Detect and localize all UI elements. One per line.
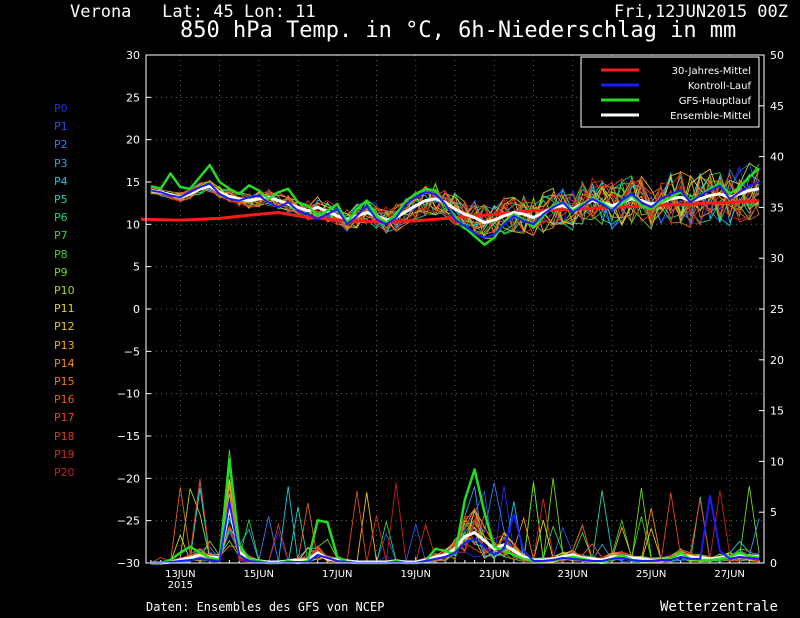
x-tick-label: 17JUN (322, 569, 352, 580)
member-label: P0 (54, 102, 68, 115)
legend-label: Ensemble-Mittel (670, 111, 751, 122)
member-label: P20 (54, 466, 75, 479)
member-label: P19 (54, 447, 75, 461)
member-temp-line (150, 170, 760, 236)
y-right-tick-label: 35 (770, 201, 784, 214)
member-label: P12 (54, 320, 75, 334)
y-left-tick-label: −5 (124, 345, 140, 358)
member-label: P11 (54, 302, 75, 316)
member-label: P14 (54, 356, 75, 370)
y-right-tick-label: 25 (770, 303, 784, 316)
member-label: P16 (54, 393, 75, 407)
member-label: P13 (54, 338, 75, 352)
member-label: P2 (54, 138, 68, 152)
member-label: P9 (54, 265, 68, 279)
x-tick-label: 13JUN (165, 569, 195, 580)
chart-title: 850 hPa Temp. in °C, 6h-Niederschlag in … (180, 18, 737, 43)
y-right-tick-label: 40 (770, 151, 784, 164)
brand-label: Wetterzentrale (659, 599, 778, 615)
member-label: P6 (54, 211, 68, 225)
y-right-tick-label: 0 (770, 557, 777, 570)
y-left-tick-label: 15 (126, 176, 140, 189)
member-temp-line (150, 167, 760, 237)
legend-label: 30-Jahres-Mittel (672, 66, 751, 77)
member-label: P3 (54, 156, 68, 170)
y-right-tick-label: 10 (770, 455, 784, 468)
y-left-tick-label: −10 (117, 388, 140, 401)
y-right-tick-label: 50 (770, 49, 784, 62)
member-label: P18 (54, 429, 75, 443)
y-left-tick-label: −25 (117, 515, 140, 528)
y-left-tick-label: 5 (133, 261, 140, 274)
plot-frame (145, 54, 765, 564)
y-left-tick-label: −30 (117, 557, 140, 570)
x-tick-label: 19JUN (401, 569, 431, 580)
member-label: P17 (54, 411, 75, 425)
series-kontroll-lauf-right (150, 494, 760, 564)
member-label: P15 (54, 375, 75, 388)
y-left-tick-label: 10 (126, 218, 140, 231)
legend-label: Kontroll-Lauf (688, 81, 752, 92)
y-left-tick-label: −15 (117, 430, 140, 443)
data-source-label: Daten: Ensembles des GFS von NCEP (146, 600, 385, 614)
member-label: P10 (54, 284, 75, 297)
member-label: P1 (54, 120, 68, 134)
y-right-tick-label: 5 (770, 506, 777, 519)
y-left-tick-label: 30 (126, 49, 140, 62)
y-right-tick-label: 20 (770, 354, 784, 367)
y-right-tick-label: 15 (770, 405, 784, 418)
x-tick-label: 23JUN (557, 569, 587, 580)
legend-label: GFS-Hauptlauf (679, 96, 752, 107)
y-left-tick-label: −20 (117, 472, 140, 485)
series-gfs-hauptlauf-left (150, 163, 760, 246)
member-label: P7 (54, 229, 68, 243)
run-time-label: Fri,12JUN2015 00Z (614, 2, 788, 22)
member-label: P5 (54, 193, 68, 206)
location-label: Verona Lat: 45 Lon: 11 (70, 2, 316, 22)
x-tick-year: 2015 (168, 580, 193, 591)
x-tick-label: 25JUN (636, 569, 666, 580)
y-right-tick-label: 30 (770, 252, 784, 265)
y-left-tick-label: 20 (126, 134, 140, 147)
x-tick-label: 21JUN (479, 569, 509, 580)
member-label: P4 (54, 174, 68, 188)
x-tick-label: 27JUN (714, 569, 744, 580)
y-left-tick-label: 25 (126, 91, 140, 104)
series-kontroll-lauf-left (150, 181, 760, 239)
y-left-tick-label: 0 (133, 303, 140, 316)
member-label: P8 (54, 247, 68, 261)
x-tick-label: 15JUN (244, 569, 274, 580)
y-right-tick-label: 45 (770, 100, 784, 113)
